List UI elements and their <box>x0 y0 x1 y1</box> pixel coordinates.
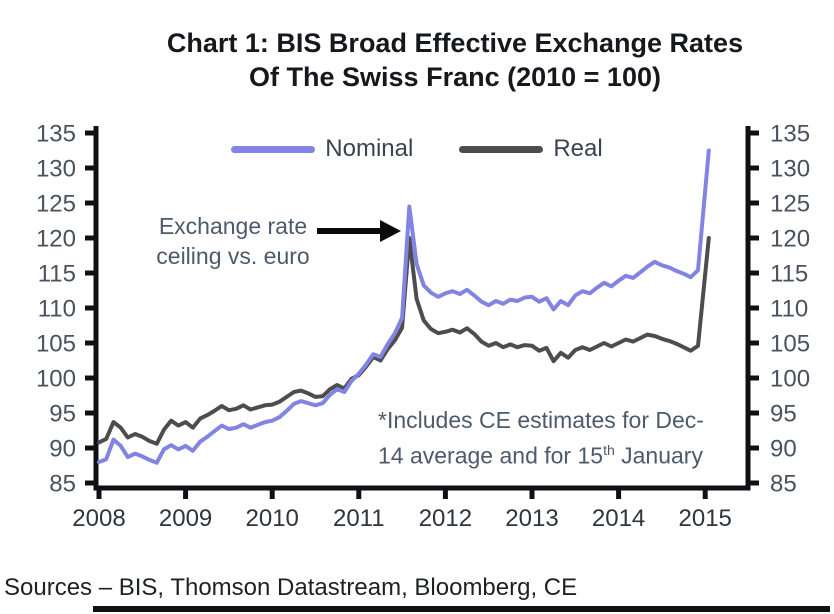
x-tick-label: 2013 <box>505 505 558 532</box>
x-tick-label: 2012 <box>419 505 472 532</box>
x-tick-label: 2010 <box>246 505 299 532</box>
nominal-line-swatch <box>231 145 316 153</box>
y-tick-label-right: 90 <box>770 436 797 463</box>
real-line-swatch <box>459 145 544 153</box>
legend-item-real: Real <box>459 135 603 163</box>
y-tick-label-right: 110 <box>770 296 808 323</box>
y-tick-label-left: 90 <box>49 436 76 463</box>
y-tick-label-left: 130 <box>36 156 76 183</box>
annotation-exchange-rate-ceiling: Exchange rate ceiling vs. euro <box>118 211 348 271</box>
y-tick-label-right: 95 <box>770 401 797 428</box>
legend-label-real: Real <box>553 135 603 162</box>
annotation-line1: Exchange rate <box>158 213 308 239</box>
footnote-line2: 14 average and for 15th January <box>378 442 703 469</box>
x-tick-label: 2009 <box>159 505 212 532</box>
x-tick-label: 2014 <box>592 505 645 532</box>
y-tick-label-right: 120 <box>770 226 810 253</box>
legend-item-nominal: Nominal <box>231 135 413 163</box>
x-tick-label: 2015 <box>679 505 732 532</box>
series-line-real <box>97 236 711 446</box>
y-tick-label-right: 105 <box>770 331 810 358</box>
sources-caption: Sources – BIS, Thomson Datastream, Bloom… <box>4 574 578 601</box>
footnote-superscript: th <box>603 442 615 458</box>
bottom-rule <box>93 606 830 612</box>
x-tick-label: 2008 <box>72 505 125 532</box>
chart-title: Chart 1: BIS Broad Effective Exchange Ra… <box>70 26 834 94</box>
y-tick-label-right: 100 <box>770 366 810 393</box>
y-tick-label-right: 85 <box>770 471 797 498</box>
footnote-line1: *Includes CE estimates for Dec- <box>378 407 704 433</box>
y-tick-label-left: 115 <box>38 261 76 288</box>
legend: Nominal Real <box>0 134 834 164</box>
footnote: *Includes CE estimates for Dec- 14 avera… <box>378 405 748 471</box>
chart-title-line2: Of The Swiss Franc (2010 = 100) <box>249 62 661 92</box>
y-tick-label-left: 95 <box>49 401 76 428</box>
annotation-arrow-head-icon <box>380 220 401 242</box>
y-tick-label-left: 110 <box>38 296 76 323</box>
chart-title-line1: Chart 1: BIS Broad Effective Exchange Ra… <box>166 28 744 58</box>
annotation-line2: ceiling vs. euro <box>156 243 310 269</box>
y-tick-label-right: 115 <box>770 261 808 288</box>
y-tick-label-left: 100 <box>36 366 76 393</box>
y-tick-label-right: 130 <box>770 156 810 183</box>
y-tick-label-left: 120 <box>36 226 76 253</box>
y-tick-label-left: 135 <box>36 121 76 148</box>
legend-label-nominal: Nominal <box>325 135 414 162</box>
y-tick-label-left: 85 <box>49 471 76 498</box>
y-tick-label-left: 105 <box>36 331 76 358</box>
series-line-nominal <box>97 148 711 465</box>
y-tick-label-right: 135 <box>770 121 810 148</box>
y-tick-label-right: 125 <box>770 191 810 218</box>
y-tick-label-left: 125 <box>36 191 76 218</box>
x-tick-label: 2011 <box>333 505 385 532</box>
